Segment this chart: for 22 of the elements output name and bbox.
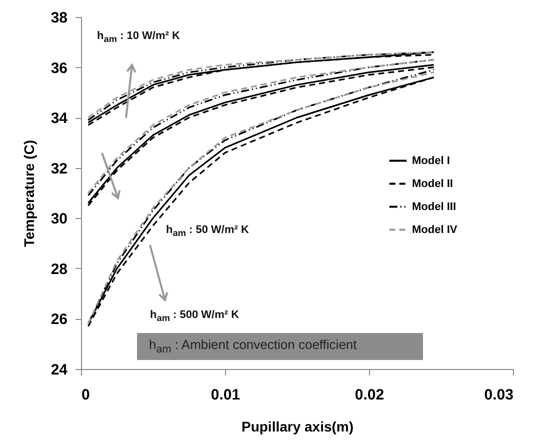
legend-label: Model I bbox=[412, 154, 450, 167]
y-tick-label: 30 bbox=[50, 210, 68, 228]
x-tick-label: 0.01 bbox=[210, 386, 240, 404]
x-axis-title: Pupillary axis(m) bbox=[241, 418, 354, 434]
legend-label: Model III bbox=[412, 200, 456, 213]
x-tick-label: 0 bbox=[82, 386, 90, 404]
y-tick-label: 24 bbox=[50, 362, 68, 378]
x-tick-label: 0.03 bbox=[484, 386, 514, 404]
y-tick-label: 28 bbox=[50, 260, 68, 278]
y-tick-label: 36 bbox=[50, 60, 68, 77]
annotation: h$_{am}$ : 50 W/m² K bbox=[164, 224, 251, 240]
note-panel: h$_{am}$ : Ambient convection coefficient bbox=[137, 333, 423, 360]
y-axis-title: Temperature (C) bbox=[20, 140, 37, 248]
annotation: h$_{am}$ : 500 W/m² K bbox=[148, 309, 242, 325]
y-tick-label: 34 bbox=[50, 110, 68, 128]
y-tick-label: 38 bbox=[50, 10, 68, 26]
legend-label: Model II bbox=[412, 178, 453, 190]
x-tick-label: 0.02 bbox=[354, 386, 384, 404]
y-tick-label: 26 bbox=[50, 311, 68, 328]
legend-label: Model IV bbox=[412, 224, 458, 236]
annotation: h$_{am}$ : 10 W/m² K bbox=[95, 30, 182, 46]
y-tick-label: 32 bbox=[50, 160, 68, 178]
